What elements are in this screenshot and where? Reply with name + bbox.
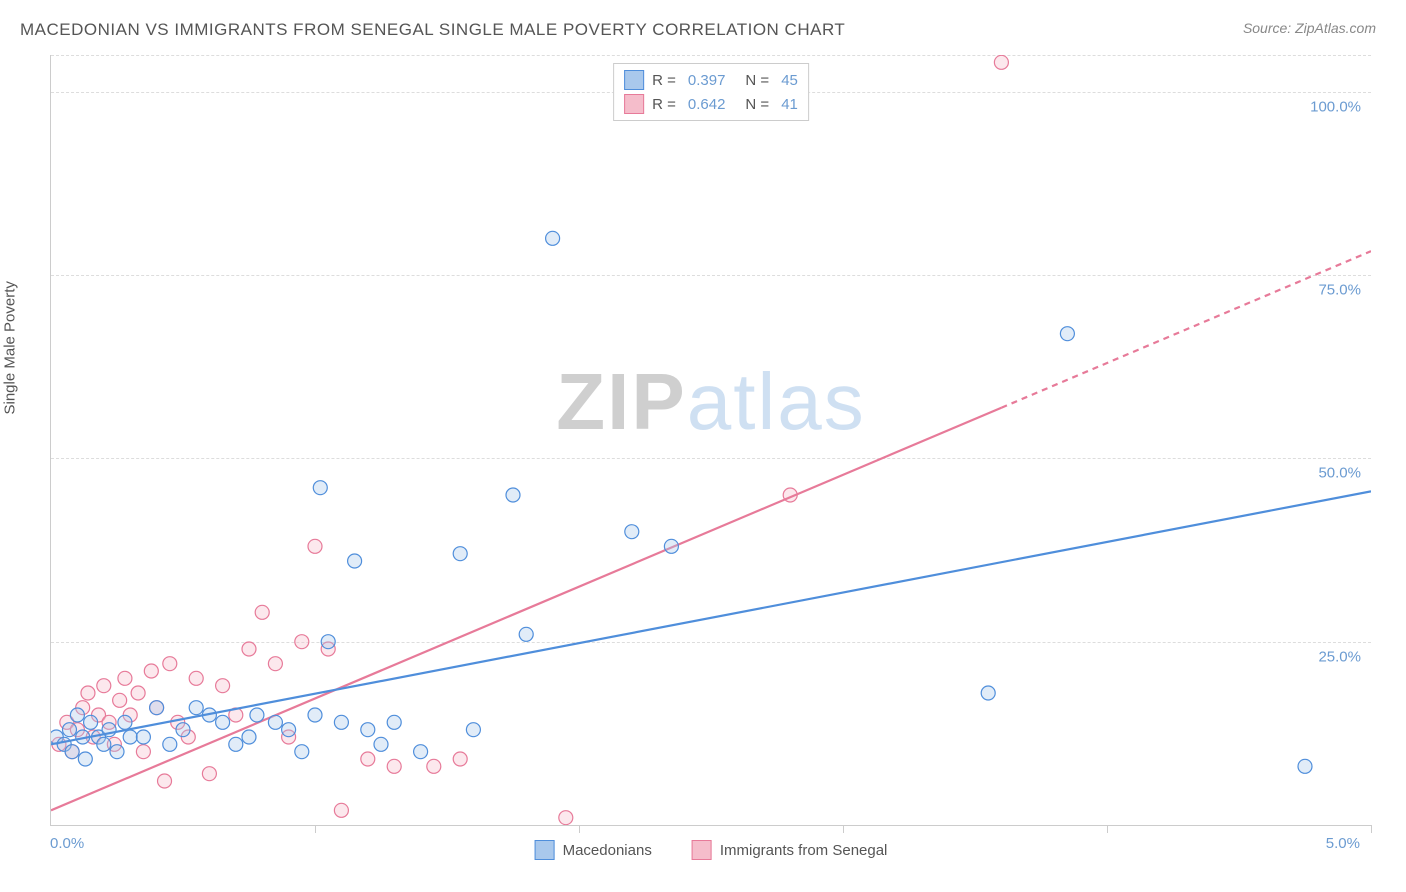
scatter-point [994, 55, 1008, 69]
x-tick [843, 825, 844, 833]
legend-swatch-0 [624, 70, 644, 90]
scatter-point [81, 686, 95, 700]
scatter-point [189, 701, 203, 715]
trend-line [51, 408, 1001, 811]
scatter-point [546, 231, 560, 245]
scatter-point [1060, 327, 1074, 341]
scatter-point [308, 539, 322, 553]
scatter-point [62, 723, 76, 737]
plot-svg [51, 55, 1371, 825]
legend-n-label-0: N = [745, 72, 769, 89]
scatter-point [414, 745, 428, 759]
scatter-point [110, 745, 124, 759]
scatter-point [282, 723, 296, 737]
trend-line [51, 491, 1371, 744]
scatter-point [131, 686, 145, 700]
x-tick [579, 825, 580, 833]
x-axis-labels: 0.0% 5.0% [50, 835, 1370, 865]
scatter-point [506, 488, 520, 502]
scatter-point [113, 693, 127, 707]
scatter-point [361, 752, 375, 766]
scatter-point [97, 737, 111, 751]
scatter-point [466, 723, 480, 737]
legend-r-label-1: R = [652, 96, 676, 113]
scatter-point [519, 627, 533, 641]
scatter-point [387, 759, 401, 773]
scatter-point [118, 715, 132, 729]
x-tick [315, 825, 316, 833]
scatter-point [334, 803, 348, 817]
scatter-point [158, 774, 172, 788]
x-end-label: 5.0% [1326, 835, 1360, 852]
scatter-point [321, 635, 335, 649]
y-axis-label: Single Male Poverty [2, 281, 19, 414]
scatter-point [559, 811, 573, 825]
scatter-point [295, 745, 309, 759]
scatter-point [216, 715, 230, 729]
scatter-point [123, 730, 137, 744]
plot-area: ZIPatlas R = 0.397 N = 45 R = 0.642 N = … [50, 55, 1371, 826]
legend-n-label-1: N = [745, 96, 769, 113]
scatter-point [374, 737, 388, 751]
legend-stats-row-1: R = 0.642 N = 41 [624, 92, 798, 116]
legend-r-label-0: R = [652, 72, 676, 89]
scatter-point [334, 715, 348, 729]
source-attribution: Source: ZipAtlas.com [1243, 20, 1376, 36]
scatter-point [163, 657, 177, 671]
legend-n-value-0: 45 [781, 72, 798, 89]
scatter-point [97, 679, 111, 693]
scatter-point [268, 657, 282, 671]
scatter-point [242, 730, 256, 744]
legend-stats: R = 0.397 N = 45 R = 0.642 N = 41 [613, 63, 809, 121]
legend-n-value-1: 41 [781, 96, 798, 113]
x-start-label: 0.0% [50, 835, 84, 852]
scatter-point [664, 539, 678, 553]
scatter-point [78, 752, 92, 766]
scatter-point [150, 701, 164, 715]
scatter-point [65, 745, 79, 759]
scatter-point [348, 554, 362, 568]
scatter-point [202, 767, 216, 781]
scatter-point [216, 679, 230, 693]
scatter-point [144, 664, 158, 678]
scatter-point [387, 715, 401, 729]
scatter-point [453, 547, 467, 561]
scatter-point [313, 481, 327, 495]
scatter-point [295, 635, 309, 649]
scatter-point [84, 715, 98, 729]
legend-swatch-1 [624, 94, 644, 114]
scatter-point [361, 723, 375, 737]
scatter-point [189, 671, 203, 685]
scatter-point [453, 752, 467, 766]
scatter-point [625, 525, 639, 539]
scatter-point [176, 723, 190, 737]
scatter-point [242, 642, 256, 656]
scatter-point [308, 708, 322, 722]
scatter-point [70, 708, 84, 722]
trend-line-dashed [1001, 251, 1371, 408]
scatter-point [250, 708, 264, 722]
scatter-point [427, 759, 441, 773]
legend-r-value-1: 0.642 [688, 96, 726, 113]
x-tick [1371, 825, 1372, 833]
scatter-point [229, 737, 243, 751]
scatter-point [268, 715, 282, 729]
scatter-point [255, 605, 269, 619]
scatter-point [136, 745, 150, 759]
legend-r-value-0: 0.397 [688, 72, 726, 89]
chart-title: MACEDONIAN VS IMMIGRANTS FROM SENEGAL SI… [20, 20, 845, 40]
scatter-point [1298, 759, 1312, 773]
legend-stats-row-0: R = 0.397 N = 45 [624, 68, 798, 92]
scatter-point [118, 671, 132, 685]
scatter-point [163, 737, 177, 751]
x-tick [1107, 825, 1108, 833]
scatter-point [981, 686, 995, 700]
scatter-point [136, 730, 150, 744]
